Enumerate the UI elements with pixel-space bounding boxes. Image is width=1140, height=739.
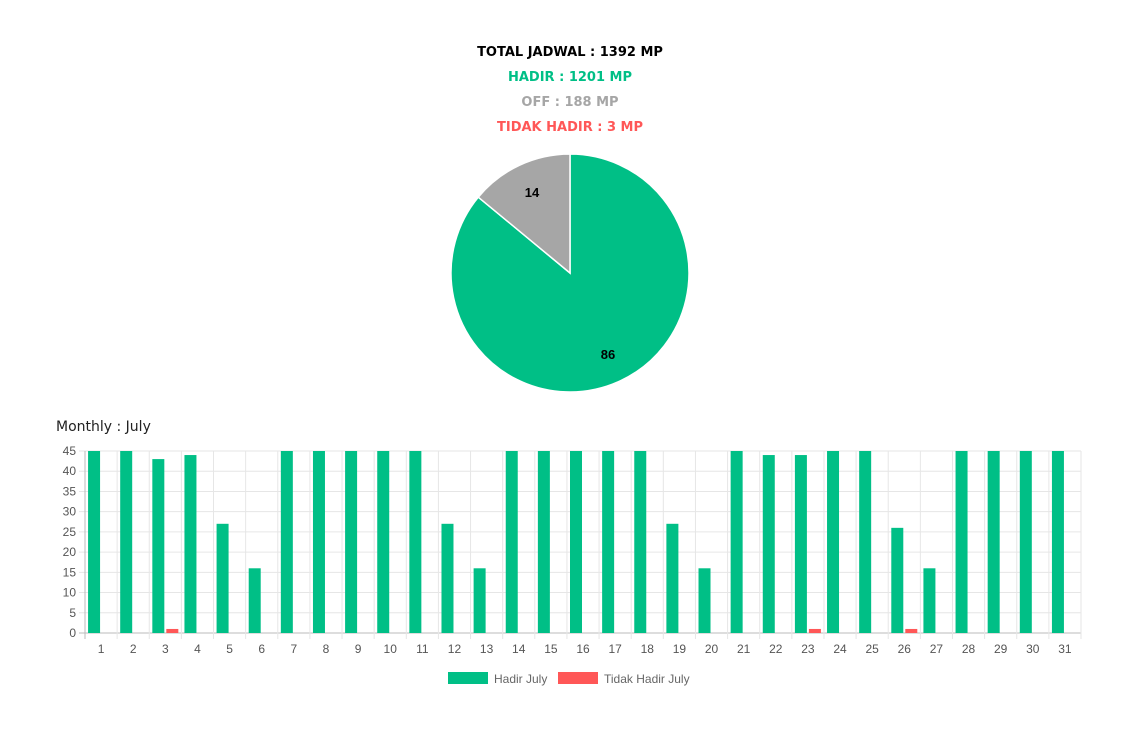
bar-hadir-25[interactable] [859,451,872,633]
y-tick-label: 30 [63,505,77,519]
bar-hadir-29[interactable] [987,451,1000,633]
legend-swatch-1[interactable] [558,672,598,684]
pie-slice-label-0: 86 [601,347,615,362]
summary-total: TOTAL JADWAL : 1392 MP [477,45,663,60]
x-tick-label: 23 [801,642,815,656]
x-tick-label: 10 [384,642,398,656]
bar-hadir-12[interactable] [441,523,454,633]
bar-hadir-3[interactable] [152,459,165,633]
y-tick-label: 15 [63,565,77,579]
x-tick-label: 20 [705,642,719,656]
bar-hadir-2[interactable] [120,451,133,633]
y-tick-label: 40 [63,464,77,478]
x-tick-label: 17 [608,642,622,656]
bar-hadir-7[interactable] [280,451,293,633]
x-tick-label: 2 [130,642,137,656]
x-tick-label: 22 [769,642,783,656]
bar-hadir-20[interactable] [698,568,711,633]
x-tick-label: 3 [162,642,169,656]
x-tick-label: 19 [673,642,687,656]
y-tick-label: 35 [63,484,77,498]
pie-slice-label-1: 14 [525,185,540,200]
bar-tidak-hadir-26[interactable] [905,628,918,633]
pie-slice-1[interactable] [477,153,571,275]
y-tick-label: 0 [69,626,76,640]
bar-hadir-16[interactable] [570,451,582,633]
x-tick-label: 12 [448,642,462,656]
legend-label-1[interactable]: Tidak Hadir July [604,672,690,686]
x-tick-label: 30 [1026,642,1040,656]
x-tick-label: 25 [865,642,879,656]
bar-hadir-22[interactable] [762,455,775,633]
y-tick-label: 20 [63,545,77,559]
bar-hadir-31[interactable] [1051,451,1064,633]
bar-hadir-26[interactable] [891,527,904,633]
x-tick-label: 5 [226,642,233,656]
bar-hadir-27[interactable] [923,568,936,633]
summary-tidak-hadir: TIDAK HADIR : 3 MP [496,120,644,135]
summary-hadir: HADIR : 1201 MP [507,70,632,85]
bar-hadir-14[interactable] [505,451,518,633]
bar-tidak-hadir-3[interactable] [166,628,179,633]
bar-hadir-28[interactable] [955,451,968,633]
x-tick-label: 31 [1058,642,1072,656]
x-tick-label: 24 [833,642,847,656]
summary-off: OFF : 188 MP [521,95,619,110]
legend-swatch-0[interactable] [448,672,488,684]
x-tick-label: 14 [512,642,526,656]
bar-tidak-hadir-23[interactable] [808,628,821,633]
bar-hadir-10[interactable] [377,451,390,633]
x-tick-label: 16 [576,642,590,656]
x-tick-label: 13 [480,642,494,656]
x-tick-label: 6 [258,642,265,656]
bar-hadir-23[interactable] [794,455,807,633]
x-tick-label: 1 [98,642,105,656]
x-tick-label: 7 [290,642,297,656]
attendance-pie-chart: 86 14 [450,153,690,393]
bar-hadir-17[interactable] [602,451,615,633]
bar-hadir-11[interactable] [409,451,422,633]
x-tick-label: 8 [323,642,330,656]
monthly-chart-title: Monthly : July [56,419,151,435]
bar-hadir-13[interactable] [473,568,486,633]
bar-hadir-18[interactable] [634,451,647,633]
x-tick-label: 27 [930,642,944,656]
x-tick-label: 26 [898,642,912,656]
legend-label-0[interactable]: Hadir July [494,672,547,686]
bar-hadir-24[interactable] [827,451,840,633]
x-tick-label: 21 [737,642,751,656]
bar-hadir-5[interactable] [216,523,229,633]
y-tick-label: 25 [63,525,77,539]
x-tick-label: 15 [544,642,558,656]
bar-hadir-19[interactable] [666,523,679,633]
bar-hadir-21[interactable] [730,451,743,633]
bar-hadir-30[interactable] [1019,451,1032,633]
bar-hadir-6[interactable] [248,568,261,633]
x-tick-label: 11 [416,642,429,656]
bar-hadir-9[interactable] [345,451,358,633]
x-tick-label: 29 [994,642,1008,656]
y-tick-label: 5 [69,606,76,620]
y-tick-label: 10 [63,586,77,600]
x-tick-label: 9 [355,642,362,656]
bar-hadir-8[interactable] [312,451,325,633]
x-tick-label: 18 [641,642,655,656]
y-tick-label: 45 [63,444,77,458]
bar-hadir-4[interactable] [184,455,197,633]
bar-hadir-15[interactable] [537,451,550,633]
x-tick-label: 28 [962,642,976,656]
x-tick-label: 4 [194,642,201,656]
bar-hadir-1[interactable] [88,451,101,633]
